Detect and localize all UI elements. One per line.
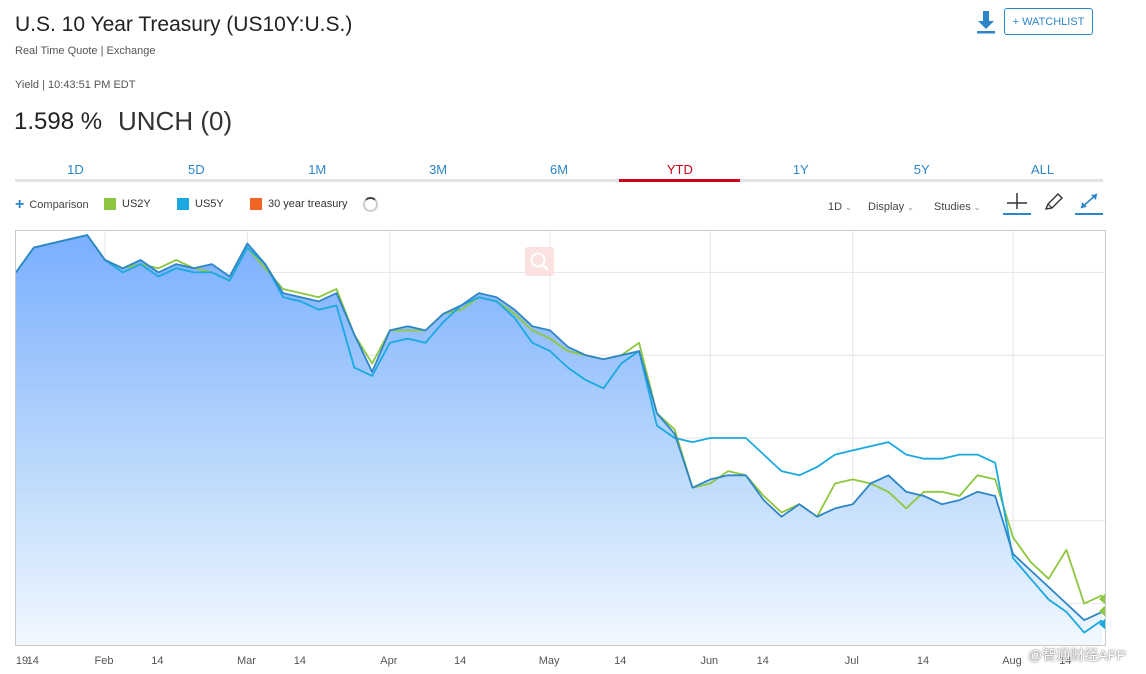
expand-icon[interactable] — [1075, 191, 1103, 215]
yield-value: 1.598 % — [14, 108, 103, 135]
chart-toolbar: + Comparison US2Y US5Y 30 year treasury … — [15, 193, 1105, 217]
x-tick-label: 14 — [614, 655, 626, 667]
tab-1y[interactable]: 1Y — [792, 162, 809, 177]
legend-label: 30 year treasury — [268, 198, 348, 210]
studies-dropdown[interactable]: Studies ⌄ — [934, 201, 980, 213]
legend-swatch — [250, 198, 262, 210]
x-tick-label: Jun — [700, 655, 718, 667]
chevron-down-icon: ⌄ — [845, 203, 852, 212]
legend-label: US2Y — [122, 198, 151, 210]
x-tick-label: 14 — [757, 655, 769, 667]
x-tick-label: Jul — [845, 655, 859, 667]
comparison-label: Comparison — [29, 199, 89, 211]
loading-spinner-icon — [363, 197, 378, 212]
x-tick-label: 19 — [16, 655, 28, 667]
series-us10y-line — [16, 234, 1103, 622]
x-tick-label: 14 — [454, 655, 466, 667]
end-value-tag — [1099, 618, 1105, 630]
x-tick-label: 14 — [294, 655, 306, 667]
crosshair-icon[interactable] — [1003, 191, 1031, 215]
interval-label: 1D — [828, 201, 843, 213]
display-label: Display — [868, 201, 905, 213]
chevron-down-icon: ⌄ — [907, 203, 914, 212]
legend-label: US5Y — [195, 198, 224, 210]
x-tick-label: Apr — [380, 655, 397, 667]
end-value-tag — [1099, 605, 1105, 617]
legend-item-30y[interactable]: 30 year treasury — [250, 198, 347, 210]
legend-item-us5y[interactable]: US5Y — [177, 198, 224, 210]
series-us10y-area — [16, 235, 1102, 645]
legend-swatch — [104, 198, 116, 210]
tab-6m[interactable]: 6M — [549, 162, 569, 177]
x-tick-label: May — [539, 655, 560, 667]
zoom-icon[interactable] — [525, 247, 554, 276]
watermark: @智通财经APP — [1028, 647, 1127, 663]
tab-5d[interactable]: 5D — [188, 162, 205, 177]
interval-dropdown[interactable]: 1D ⌄ — [828, 201, 852, 213]
tab-3m[interactable]: 3M — [429, 162, 448, 177]
x-tick-label: 14 — [27, 655, 39, 667]
download-icon[interactable] — [975, 10, 997, 34]
range-tabs: 1D 5D 1M 3M 6M YTD 1Y 5Y ALL — [15, 158, 1103, 182]
pencil-icon[interactable] — [1039, 191, 1067, 215]
quote-source: Real Time Quote | Exchange — [15, 45, 156, 57]
yield-change: UNCH (0) — [118, 106, 233, 136]
yield-timestamp: Yield | 10:43:51 PM EDT — [15, 79, 136, 91]
studies-label: Studies — [934, 201, 971, 213]
add-to-watchlist-button[interactable]: + WATCHLIST — [1004, 8, 1093, 35]
tab-5y[interactable]: 5Y — [913, 162, 930, 177]
legend-swatch — [177, 198, 189, 210]
x-tick-label: Feb — [95, 655, 114, 667]
tab-ytd[interactable]: YTD — [619, 158, 741, 182]
tab-all[interactable]: ALL — [1031, 162, 1055, 177]
tab-1d[interactable]: 1D — [67, 162, 84, 177]
chart-area[interactable]: 0%-10%-20%-30%-39%-40%-42% — [15, 230, 1106, 646]
yield-chart: 0%-10%-20%-30%-39%-40%-42% — [16, 231, 1105, 645]
x-tick-label: Mar — [237, 655, 256, 667]
x-tick-label: 14 — [917, 655, 929, 667]
plus-icon: + — [15, 196, 25, 213]
chevron-down-icon: ⌄ — [973, 203, 981, 212]
x-tick-label: 14 — [1059, 655, 1071, 667]
page-title: U.S. 10 Year Treasury (US10Y:U.S.) — [15, 13, 353, 36]
x-tick-label: 14 — [151, 655, 163, 667]
end-value-tag — [1099, 593, 1105, 605]
series-us5y-line — [16, 234, 1103, 634]
x-tick-label: Aug — [1002, 655, 1022, 667]
display-dropdown[interactable]: Display ⌄ — [868, 201, 914, 213]
comparison-button[interactable]: + Comparison — [15, 196, 89, 213]
tab-1m[interactable]: 1M — [308, 162, 327, 177]
legend-item-us2y[interactable]: US2Y — [104, 198, 151, 210]
